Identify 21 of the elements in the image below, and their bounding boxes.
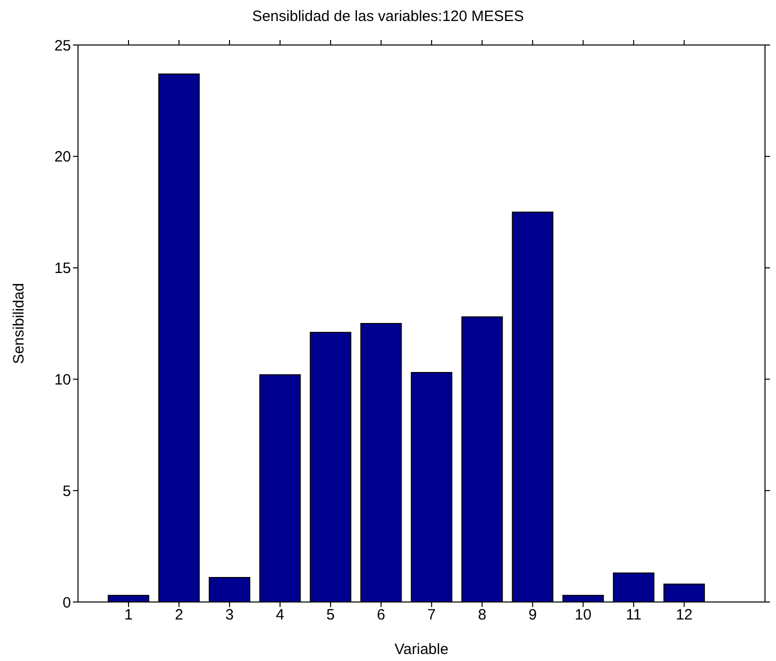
x-tick-label: 4	[276, 606, 284, 624]
y-axis-title: Sensibilidad	[10, 283, 28, 364]
x-tick-label: 5	[326, 606, 335, 624]
y-tick-label: 20	[54, 148, 71, 166]
x-tick-label: 1	[124, 606, 133, 624]
x-tick-label: 7	[427, 606, 436, 624]
x-tick-label: 11	[626, 606, 642, 624]
x-tick-label: 6	[376, 606, 386, 624]
x-axis-title: Variable	[394, 641, 448, 658]
x-tick-label: 9	[528, 606, 537, 624]
x-tick-label: 3	[225, 606, 234, 624]
x-tick-label: 8	[478, 606, 486, 624]
x-tick-label: 12	[676, 606, 693, 624]
chart-title: Sensiblidad de las variables:120 MESES	[251, 8, 525, 25]
y-tick-label: 15	[54, 260, 71, 278]
y-tick-label: 5	[62, 482, 71, 500]
x-tick-label: 2	[174, 606, 184, 624]
y-tick-label: 0	[62, 594, 71, 612]
y-tick-label: 10	[54, 372, 71, 389]
x-tick-label: 10	[574, 606, 592, 624]
y-tick-label: 25	[54, 37, 71, 54]
